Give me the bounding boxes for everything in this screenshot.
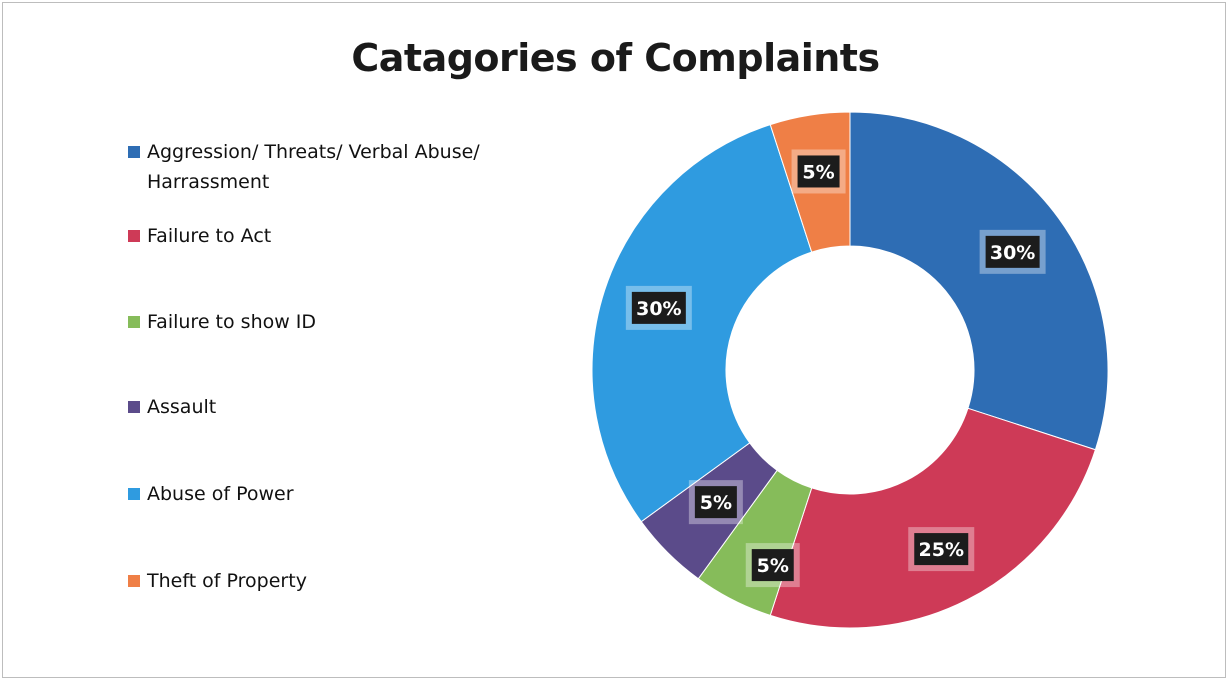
data-label-box — [797, 155, 840, 188]
legend-label: Abuse of Power — [147, 483, 294, 505]
chart-legend: Aggression/ Threats/ Verbal Abuse/ Harra… — [128, 0, 548, 683]
data-label-text: 30% — [990, 242, 1035, 264]
data-label-text: 30% — [636, 298, 681, 320]
slice-aggression — [849, 111, 1109, 451]
legend-label: Aggression/ Threats/ Verbal Abuse/ Harra… — [147, 141, 480, 193]
legend-swatch — [128, 230, 140, 242]
legend-item-theft-of-property: Theft of Property — [128, 566, 527, 596]
data-label-aggression: 30% — [979, 229, 1046, 274]
chart-title: Catagories of Complaints — [351, 36, 880, 80]
data-label-text: 5% — [700, 492, 732, 514]
legend-swatch — [128, 488, 140, 500]
data-label-box — [694, 486, 737, 519]
data-label-box — [914, 533, 969, 566]
legend-label: Assault — [147, 396, 217, 418]
data-label-box — [751, 549, 794, 582]
data-label-box — [985, 235, 1040, 268]
legend-label: Theft of Property — [147, 570, 307, 592]
legend-item-failure-to-show-id: Failure to show ID — [128, 307, 527, 337]
data-label-box — [631, 291, 686, 324]
legend-item-failure-to-act: Failure to Act — [128, 221, 527, 251]
legend-item-aggression: Aggression/ Threats/ Verbal Abuse/ Harra… — [128, 137, 527, 197]
legend-item-assault: Assault — [128, 392, 527, 422]
data-label-failure-to-show-id: 5% — [745, 543, 800, 588]
data-label-assault: 5% — [688, 480, 743, 525]
legend-label: Failure to show ID — [147, 311, 317, 333]
data-label-text: 5% — [757, 555, 789, 577]
slice-abuse-of-power — [591, 123, 813, 523]
data-label-abuse-of-power: 30% — [625, 285, 692, 330]
legend-swatch — [128, 316, 140, 328]
legend-swatch — [128, 575, 140, 587]
legend-swatch — [128, 401, 140, 413]
legend-swatch — [128, 146, 140, 158]
slice-failure-to-act — [769, 407, 1097, 629]
data-label-text: 25% — [919, 539, 964, 561]
data-label-text: 5% — [802, 161, 834, 183]
data-label-theft-of-property: 5% — [791, 149, 846, 194]
data-label-failure-to-act: 25% — [908, 527, 975, 572]
legend-item-abuse-of-power: Abuse of Power — [128, 479, 527, 509]
legend-label: Failure to Act — [147, 225, 272, 247]
